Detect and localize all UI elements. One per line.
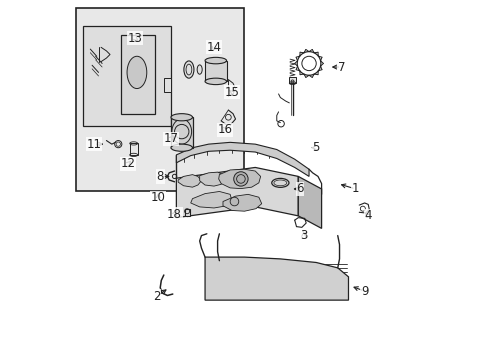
Bar	[163, 78, 171, 92]
Text: 18: 18	[167, 208, 182, 221]
Ellipse shape	[197, 65, 202, 74]
Polygon shape	[223, 194, 261, 211]
Circle shape	[230, 197, 238, 206]
Text: 12: 12	[120, 157, 135, 170]
Polygon shape	[199, 172, 224, 186]
Text: 9: 9	[360, 285, 367, 298]
Polygon shape	[204, 257, 348, 300]
Polygon shape	[176, 142, 308, 176]
Text: 1: 1	[351, 183, 359, 195]
Text: 11: 11	[86, 138, 101, 150]
Bar	[129, 143, 137, 155]
Text: 15: 15	[224, 86, 239, 99]
Text: 7: 7	[337, 60, 345, 73]
Ellipse shape	[183, 61, 194, 78]
Polygon shape	[190, 192, 231, 208]
Text: 10: 10	[151, 192, 165, 204]
Polygon shape	[218, 169, 260, 189]
Text: 3: 3	[299, 229, 307, 242]
Text: 2: 2	[153, 290, 160, 303]
Bar	[289, 77, 295, 83]
Circle shape	[233, 172, 247, 186]
Bar	[83, 26, 171, 126]
Bar	[204, 60, 226, 81]
Bar	[184, 210, 189, 216]
Text: 13: 13	[127, 32, 142, 45]
Polygon shape	[178, 175, 201, 187]
Text: 14: 14	[206, 41, 221, 54]
Text: 4: 4	[364, 210, 371, 222]
Ellipse shape	[171, 144, 192, 151]
Ellipse shape	[204, 78, 226, 85]
Bar	[76, 8, 244, 191]
Bar	[121, 35, 155, 114]
Ellipse shape	[127, 56, 146, 89]
Text: 6: 6	[296, 183, 303, 195]
Polygon shape	[298, 176, 321, 228]
Text: 16: 16	[217, 123, 232, 136]
Bar	[171, 117, 192, 148]
Polygon shape	[176, 167, 298, 218]
Text: 5: 5	[312, 141, 319, 154]
Text: 17: 17	[163, 132, 178, 145]
Ellipse shape	[171, 114, 192, 121]
Ellipse shape	[204, 57, 226, 64]
Text: 8: 8	[156, 170, 163, 183]
